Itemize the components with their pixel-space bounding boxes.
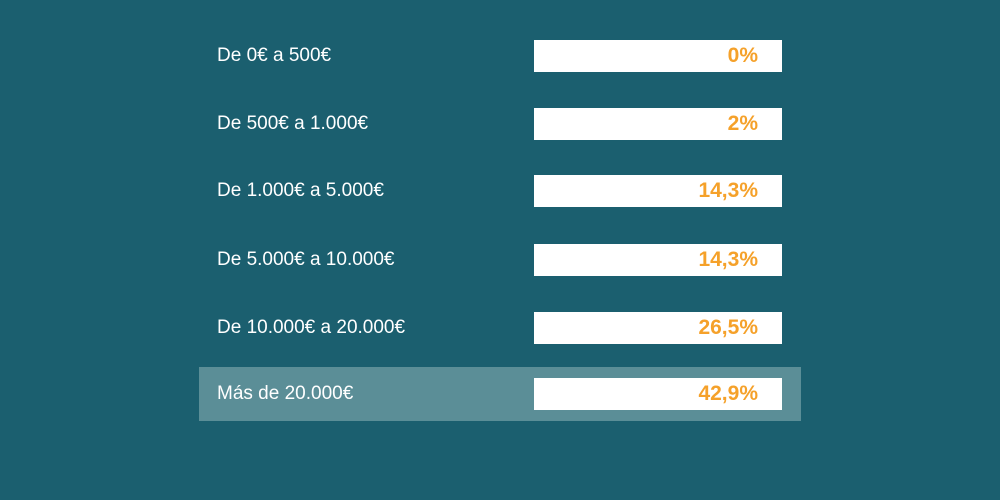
- row-value: 2%: [727, 112, 758, 135]
- row-value: 42,9%: [698, 382, 758, 405]
- row-value: 14,3%: [698, 248, 758, 271]
- value-box: 26,5%: [534, 312, 782, 344]
- value-box: 42,9%: [534, 378, 782, 410]
- row-label: De 1.000€ a 5.000€: [217, 180, 384, 201]
- value-box: 14,3%: [534, 244, 782, 276]
- table-row: De 10.000€ a 20.000€ 26,5%: [199, 301, 801, 355]
- value-box: 14,3%: [534, 175, 782, 207]
- row-label: De 5.000€ a 10.000€: [217, 249, 395, 270]
- value-box: 2%: [534, 108, 782, 140]
- value-box: 0%: [534, 40, 782, 72]
- row-label: De 500€ a 1.000€: [217, 113, 369, 134]
- table-row: De 5.000€ a 10.000€ 14,3%: [199, 233, 801, 287]
- table-row: De 500€ a 1.000€ 2%: [199, 97, 801, 151]
- row-label: De 0€ a 500€: [217, 45, 332, 66]
- row-label: De 10.000€ a 20.000€: [217, 317, 406, 338]
- table-row: De 1.000€ a 5.000€ 14,3%: [199, 164, 801, 218]
- table-row: Más de 20.000€ 42,9%: [199, 367, 801, 421]
- table-row: De 0€ a 500€ 0%: [199, 29, 801, 83]
- row-value: 26,5%: [698, 316, 758, 339]
- row-value: 0%: [727, 44, 758, 67]
- row-value: 14,3%: [698, 179, 758, 202]
- row-label: Más de 20.000€: [217, 383, 354, 404]
